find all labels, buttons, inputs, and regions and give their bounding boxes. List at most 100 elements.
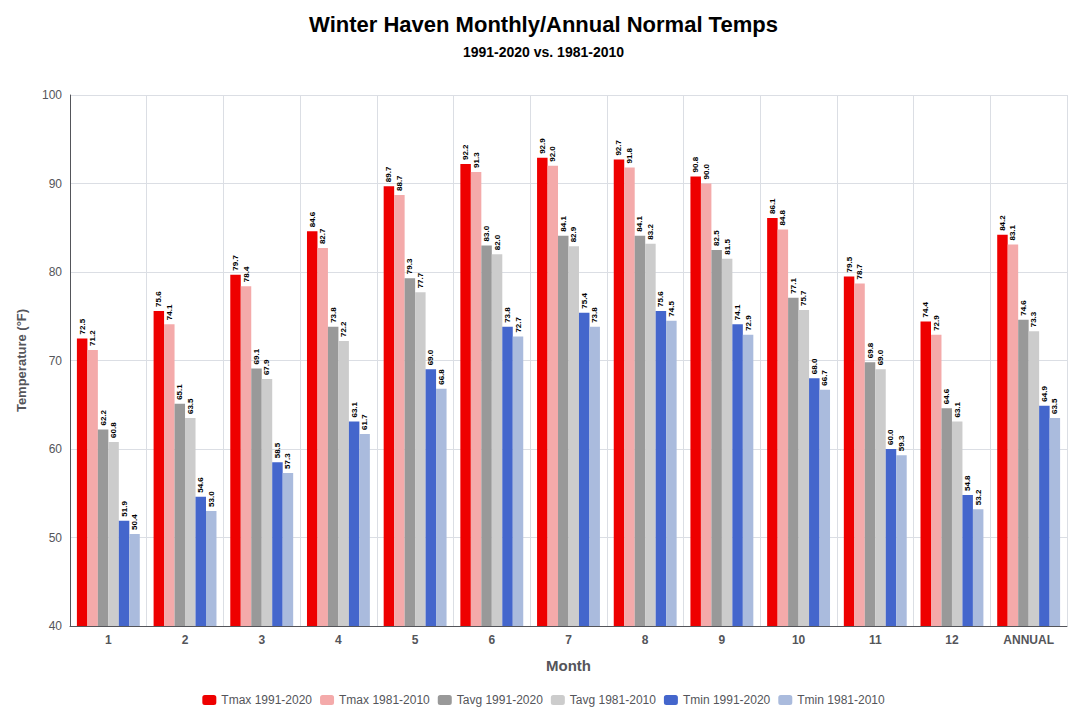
svg-text:6: 6 [488,633,495,647]
svg-text:84.8: 84.8 [778,209,787,225]
svg-text:50: 50 [49,531,63,545]
svg-text:83.0: 83.0 [482,225,491,241]
svg-text:62.2: 62.2 [99,409,108,425]
svg-text:Tmin 1981-2010: Tmin 1981-2010 [797,693,885,707]
svg-text:2: 2 [182,633,189,647]
svg-text:60.0: 60.0 [886,429,895,445]
svg-text:91.8: 91.8 [625,147,634,163]
svg-text:90.0: 90.0 [702,163,711,179]
svg-text:75.4: 75.4 [580,293,589,309]
svg-text:75.6: 75.6 [656,291,665,307]
svg-text:1: 1 [105,633,112,647]
svg-text:5: 5 [412,633,419,647]
svg-text:66.7: 66.7 [820,370,829,386]
svg-text:53.0: 53.0 [207,491,216,507]
svg-text:81.5: 81.5 [723,239,732,255]
svg-text:66.8: 66.8 [437,369,446,385]
svg-text:80: 80 [49,265,63,279]
svg-text:12: 12 [945,633,959,647]
svg-text:50.4: 50.4 [130,514,139,530]
svg-text:86.1: 86.1 [768,198,777,214]
svg-text:79.7: 79.7 [231,255,240,271]
svg-text:100: 100 [42,88,62,102]
svg-text:63.1: 63.1 [953,401,962,417]
svg-text:64.9: 64.9 [1040,386,1049,402]
svg-text:83.2: 83.2 [646,224,655,240]
svg-text:90: 90 [49,177,63,191]
svg-text:73.8: 73.8 [590,307,599,323]
svg-text:79.3: 79.3 [405,258,414,274]
svg-text:72.9: 72.9 [932,315,941,331]
svg-text:69.1: 69.1 [252,348,261,364]
svg-text:54.8: 54.8 [963,475,972,491]
svg-text:74.5: 74.5 [667,301,676,317]
svg-text:73.8: 73.8 [329,307,338,323]
svg-text:82.7: 82.7 [318,228,327,244]
svg-text:10: 10 [792,633,806,647]
svg-text:92.7: 92.7 [614,139,623,155]
svg-text:84.1: 84.1 [559,216,568,232]
svg-text:74.1: 74.1 [165,304,174,320]
svg-text:73.3: 73.3 [1029,311,1038,327]
svg-text:63.1: 63.1 [350,401,359,417]
svg-text:92.2: 92.2 [461,144,470,160]
svg-text:51.9: 51.9 [120,501,129,517]
svg-text:11: 11 [869,633,882,647]
svg-text:92.0: 92.0 [548,146,557,162]
svg-text:1991-2020 vs. 1981-2010: 1991-2020 vs. 1981-2010 [463,44,624,60]
svg-text:84.2: 84.2 [998,215,1007,231]
svg-text:Tmax 1981-2010: Tmax 1981-2010 [339,693,430,707]
svg-text:Tmax 1991-2020: Tmax 1991-2020 [221,693,312,707]
svg-text:74.1: 74.1 [733,304,742,320]
svg-text:91.3: 91.3 [472,152,481,168]
svg-text:75.7: 75.7 [799,290,808,306]
svg-text:63.5: 63.5 [1050,398,1059,414]
svg-text:4: 4 [335,633,342,647]
svg-text:63.5: 63.5 [186,398,195,414]
svg-text:75.6: 75.6 [154,291,163,307]
svg-text:84.1: 84.1 [635,216,644,232]
svg-text:57.3: 57.3 [283,453,292,469]
svg-text:74.6: 74.6 [1019,300,1028,316]
svg-text:78.4: 78.4 [242,266,251,282]
svg-text:70: 70 [49,354,63,368]
svg-text:9: 9 [719,633,726,647]
svg-text:92.9: 92.9 [538,138,547,154]
svg-text:69.8: 69.8 [866,342,875,358]
svg-text:77.1: 77.1 [789,278,798,294]
svg-text:7: 7 [565,633,572,647]
svg-text:72.5: 72.5 [78,318,87,334]
svg-text:Temperature (°F): Temperature (°F) [14,309,29,412]
svg-text:79.5: 79.5 [845,256,854,272]
svg-text:Winter Haven Monthly/Annual No: Winter Haven Monthly/Annual Normal Temps [309,12,778,37]
svg-text:65.1: 65.1 [175,384,184,400]
svg-text:72.9: 72.9 [744,315,753,331]
svg-text:89.7: 89.7 [384,166,393,182]
svg-text:8: 8 [642,633,649,647]
svg-text:ANNUAL: ANNUAL [1003,633,1054,647]
svg-text:Tmin 1991-2020: Tmin 1991-2020 [683,693,771,707]
svg-text:Tavg 1981-2010: Tavg 1981-2010 [570,693,656,707]
svg-text:69.0: 69.0 [876,349,885,365]
svg-text:67.9: 67.9 [262,359,271,375]
svg-text:73.8: 73.8 [503,307,512,323]
svg-text:3: 3 [258,633,265,647]
svg-text:40: 40 [49,619,63,633]
svg-text:77.7: 77.7 [416,272,425,288]
svg-text:69.0: 69.0 [426,349,435,365]
svg-text:82.9: 82.9 [569,226,578,242]
svg-text:78.7: 78.7 [855,263,864,279]
svg-text:68.0: 68.0 [810,358,819,374]
svg-text:84.6: 84.6 [308,211,317,227]
svg-text:82.5: 82.5 [712,230,721,246]
svg-text:58.5: 58.5 [273,442,282,458]
svg-text:74.4: 74.4 [921,301,930,317]
svg-text:54.6: 54.6 [196,477,205,493]
svg-text:72.2: 72.2 [339,321,348,337]
svg-text:64.6: 64.6 [942,388,951,404]
svg-text:82.0: 82.0 [493,234,502,250]
svg-text:88.7: 88.7 [395,175,404,191]
svg-text:Month: Month [546,657,591,674]
svg-text:60: 60 [49,442,63,456]
svg-text:83.1: 83.1 [1008,224,1017,240]
